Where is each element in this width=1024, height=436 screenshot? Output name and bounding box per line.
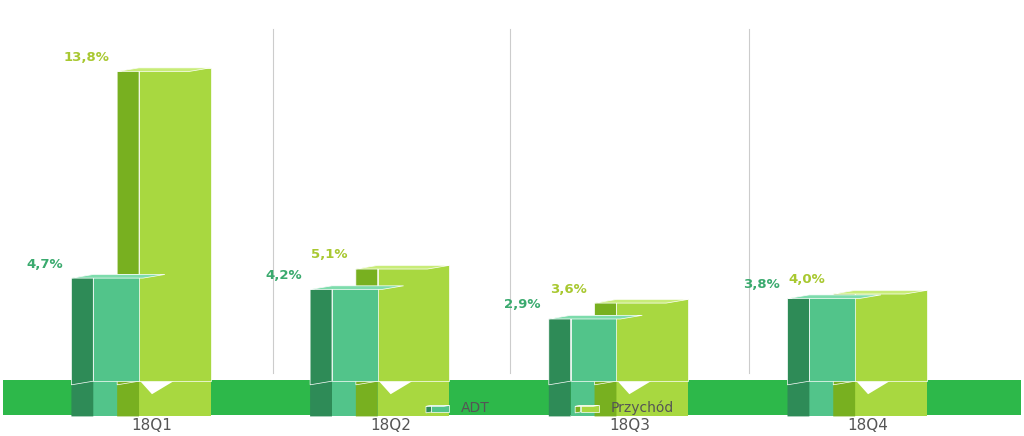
Polygon shape [72, 275, 93, 385]
Text: Przychód: Przychód [610, 401, 674, 415]
Polygon shape [139, 380, 211, 416]
Text: 4,0%: 4,0% [788, 273, 825, 286]
Polygon shape [356, 266, 378, 385]
Polygon shape [93, 380, 165, 416]
Polygon shape [332, 286, 403, 381]
Text: 3,8%: 3,8% [742, 278, 779, 291]
Polygon shape [570, 380, 642, 416]
Polygon shape [117, 68, 139, 385]
Text: 3,6%: 3,6% [550, 283, 587, 296]
Polygon shape [549, 315, 642, 319]
Polygon shape [310, 286, 332, 385]
Polygon shape [117, 380, 139, 416]
Text: 2,9%: 2,9% [505, 298, 541, 311]
Text: 4,7%: 4,7% [27, 258, 63, 271]
Polygon shape [616, 300, 688, 381]
Polygon shape [139, 380, 176, 394]
Text: 4,2%: 4,2% [265, 269, 302, 282]
Polygon shape [855, 380, 927, 416]
Polygon shape [855, 290, 927, 381]
Polygon shape [575, 405, 581, 413]
Text: ADT: ADT [461, 401, 490, 415]
Polygon shape [356, 380, 378, 416]
Polygon shape [72, 380, 93, 416]
Polygon shape [595, 300, 616, 385]
Polygon shape [117, 68, 211, 72]
Text: 18Q4: 18Q4 [848, 418, 889, 433]
Polygon shape [595, 380, 616, 416]
Polygon shape [787, 295, 881, 299]
Polygon shape [616, 380, 653, 394]
Text: 13,8%: 13,8% [63, 51, 110, 64]
Polygon shape [378, 266, 450, 381]
Polygon shape [310, 286, 403, 290]
Polygon shape [378, 380, 450, 416]
Polygon shape [426, 405, 431, 413]
Polygon shape [787, 380, 809, 416]
Polygon shape [581, 405, 598, 412]
Polygon shape [834, 290, 855, 385]
Polygon shape [378, 380, 415, 394]
Polygon shape [310, 380, 332, 416]
Polygon shape [549, 315, 570, 385]
Text: 18Q2: 18Q2 [371, 418, 411, 433]
Polygon shape [595, 300, 688, 303]
Polygon shape [570, 315, 642, 381]
Text: 5,1%: 5,1% [311, 249, 348, 262]
Polygon shape [426, 405, 450, 406]
Polygon shape [93, 275, 165, 381]
Polygon shape [332, 380, 403, 416]
Polygon shape [356, 266, 450, 269]
Polygon shape [834, 290, 927, 294]
Polygon shape [72, 275, 165, 278]
Text: 18Q3: 18Q3 [609, 418, 650, 433]
Text: 18Q1: 18Q1 [131, 418, 172, 433]
Polygon shape [575, 405, 598, 406]
Polygon shape [834, 380, 855, 416]
Polygon shape [616, 380, 688, 416]
Polygon shape [431, 405, 450, 412]
Polygon shape [809, 380, 881, 416]
Polygon shape [855, 380, 892, 394]
Polygon shape [549, 380, 570, 416]
Polygon shape [787, 295, 809, 385]
FancyBboxPatch shape [3, 380, 1021, 415]
Polygon shape [809, 295, 881, 381]
Polygon shape [139, 68, 211, 381]
